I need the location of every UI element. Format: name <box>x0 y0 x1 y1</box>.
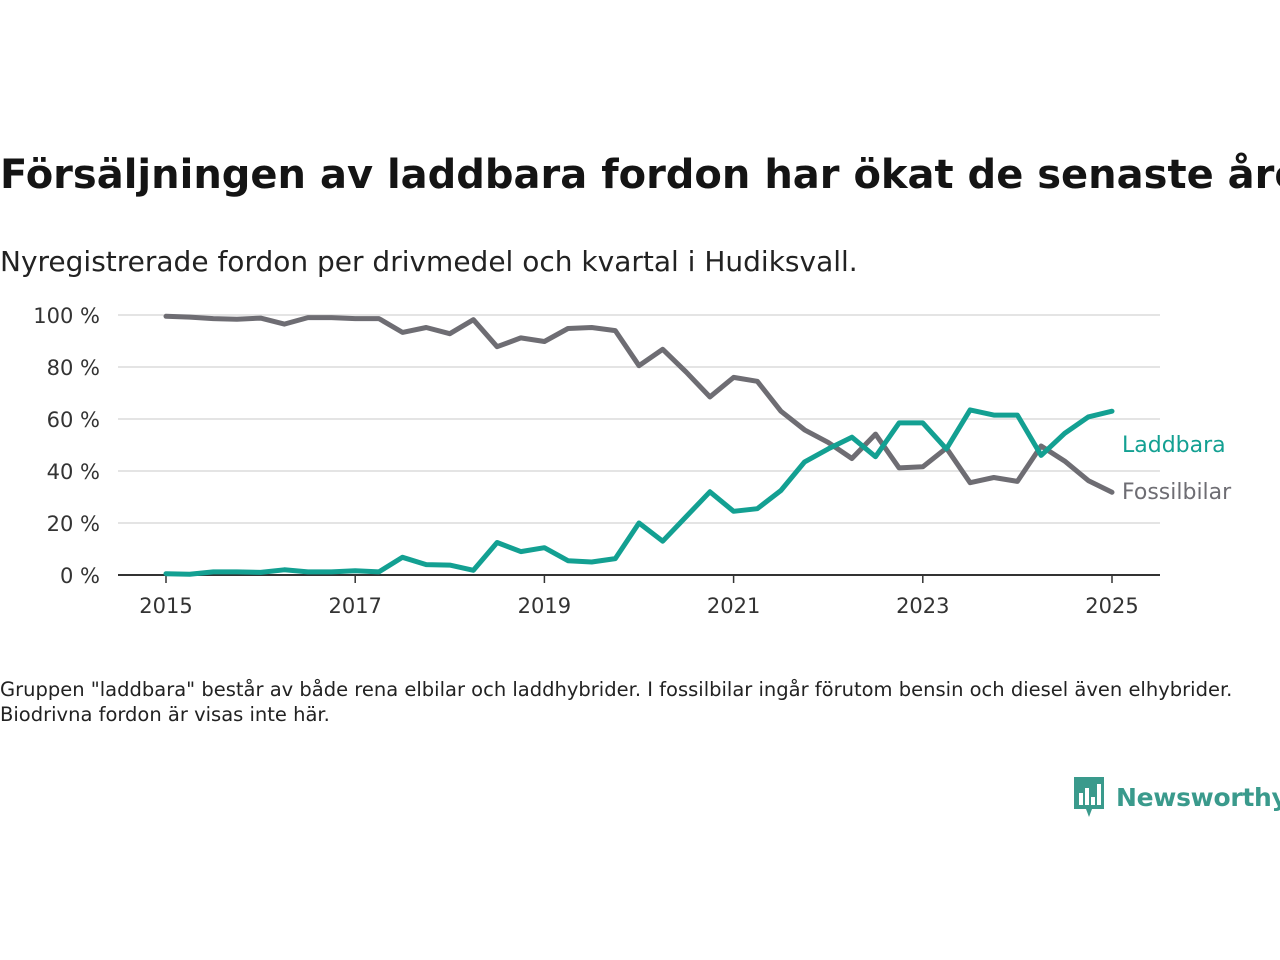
gridlines <box>118 314 1160 524</box>
y-axis-ticks: 0 % 20 % 40 % 60 % 80 % 100 % <box>33 304 100 588</box>
chart-subtitle: Nyregistrerade fordon per drivmedel och … <box>0 245 858 278</box>
series-label-fossilbilar: Fossilbilar <box>1122 480 1232 505</box>
y-tick-label: 0 % <box>60 564 100 588</box>
series-lines <box>163 313 1115 577</box>
x-tick-label: 2019 <box>518 594 571 618</box>
y-tick-label: 40 % <box>47 460 100 484</box>
x-tick-label: 2021 <box>707 594 760 618</box>
newsworthy-logo-icon <box>1074 777 1104 817</box>
y-tick-label: 60 % <box>47 408 100 432</box>
chart-title: Försäljningen av laddbara fordon har öka… <box>0 152 1280 198</box>
y-tick-label: 20 % <box>47 512 100 536</box>
footnote: Gruppen "laddbara" består av både rena e… <box>0 678 1233 726</box>
series-line-fossilbilar <box>163 313 1115 495</box>
series-line-laddbara <box>163 407 1115 577</box>
x-tick-label: 2015 <box>139 594 192 618</box>
y-tick-label: 100 % <box>33 304 100 328</box>
x-tick-label: 2023 <box>896 594 949 618</box>
series-end-labels: Fossilbilar Laddbara <box>1122 433 1232 505</box>
x-tick-label: 2017 <box>328 594 381 618</box>
x-tick-label: 2025 <box>1085 594 1138 618</box>
newsworthy-brand: Newsworthy <box>1072 774 1280 820</box>
x-axis-ticks: 2015 2017 2019 2021 2023 2025 <box>139 575 1139 618</box>
brand-name: Newsworthy <box>1116 782 1280 812</box>
y-tick-label: 80 % <box>47 356 100 380</box>
series-label-laddbara: Laddbara <box>1122 433 1226 458</box>
line-chart: 0 % 20 % 40 % 60 % 80 % 100 % 2015 2017 2019 202… <box>33 304 1232 618</box>
